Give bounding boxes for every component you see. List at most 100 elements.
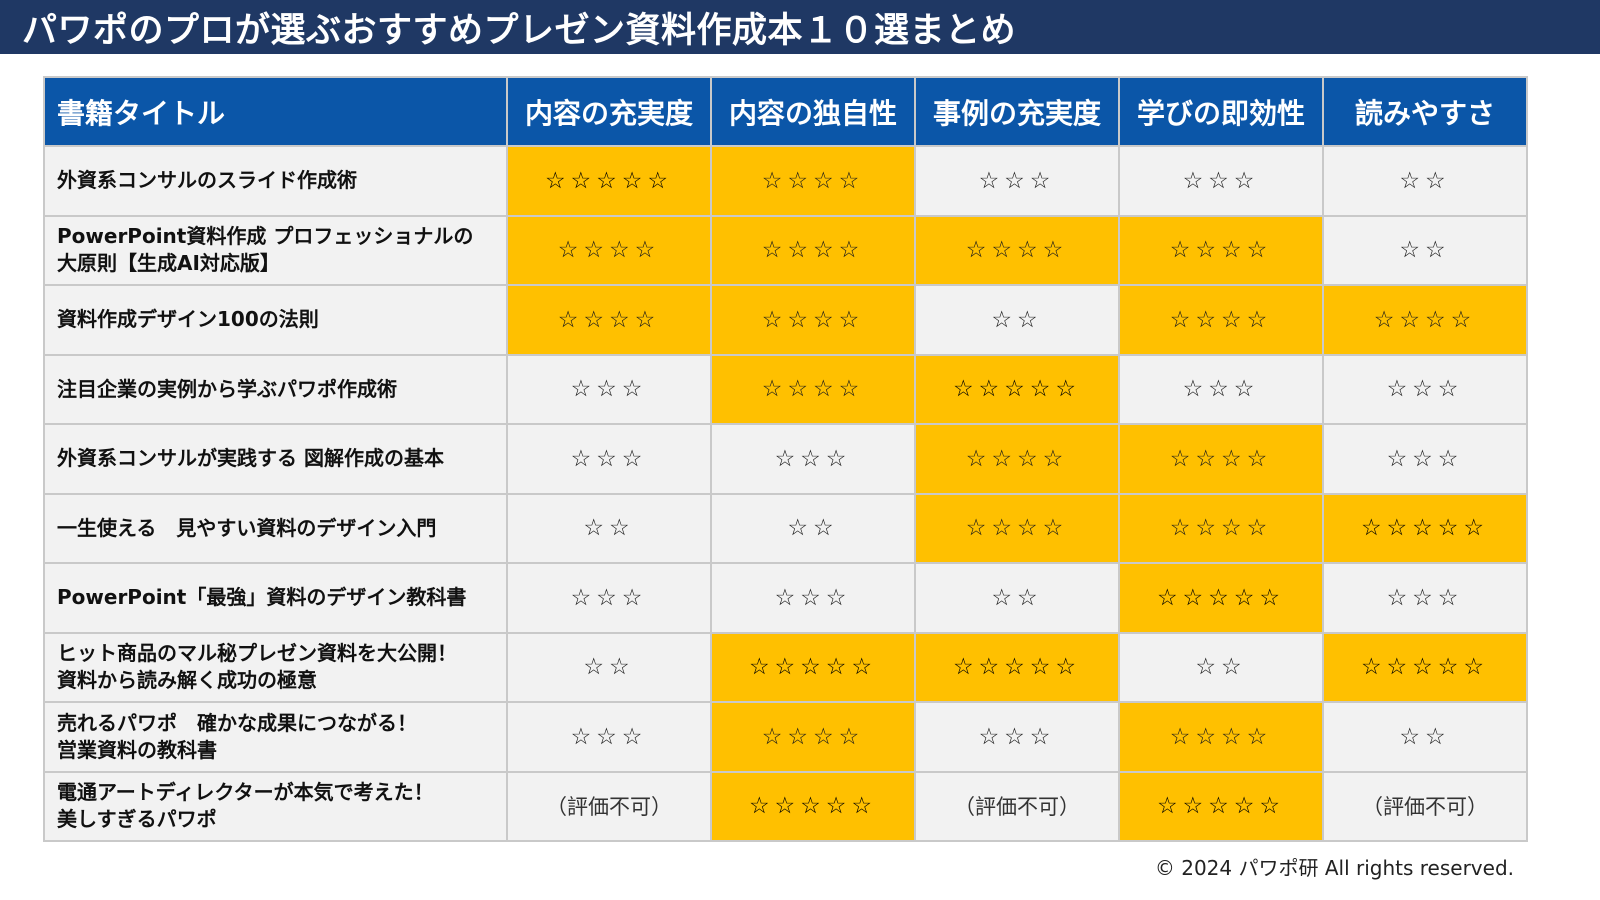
book-title-cell: PowerPoint資料作成 プロフェッショナルの 大原則【生成AI対応版】 [43, 214, 508, 286]
book-title-line: PowerPoint資料作成 プロフェッショナルの [57, 224, 474, 249]
rating-cell-content-richness: ☆☆ [506, 631, 712, 703]
not-rated-label: （評価不可） [546, 795, 672, 820]
star-rating-icon: ☆☆ [991, 306, 1043, 333]
rating-cell-readability: ☆☆ [1322, 701, 1528, 773]
star-rating-icon: ☆☆ [583, 515, 635, 542]
star-rating-icon: ☆☆☆☆☆ [952, 376, 1082, 403]
page-title: パワポのプロが選ぶおすすめプレゼン資料作成本１０選まとめ [22, 10, 1017, 51]
book-title-cell: 外資系コンサルのスライド作成術 [43, 145, 508, 217]
table-row: 外資系コンサルが実践する 図解作成の基本 ☆☆☆ ☆☆☆ ☆☆☆☆ ☆☆☆☆ ☆☆☆ [43, 423, 1528, 495]
star-rating-icon: ☆☆☆☆ [965, 445, 1069, 472]
rating-cell-readability: ☆☆☆☆☆ [1322, 492, 1528, 564]
rating-cell-originality: ☆☆☆ [710, 423, 916, 495]
rating-cell-case-examples: ☆☆☆☆ [914, 492, 1120, 564]
star-rating-icon: ☆☆ [583, 654, 635, 681]
rating-cell-content-richness: （評価不可） [506, 770, 712, 842]
star-rating-icon: ☆☆☆☆☆ [952, 654, 1082, 681]
header-row: 書籍タイトル 内容の充実度 内容の独自性 事例の充実度 学びの即効性 読みやすさ [43, 76, 1528, 147]
book-title-cell: 電通アートディレクターが本気で考えた！ 美しすぎるパワポ [43, 770, 508, 842]
rating-cell-case-examples: ☆☆☆ [914, 701, 1120, 773]
star-rating-icon: ☆☆ [1195, 654, 1247, 681]
star-rating-icon: ☆☆☆☆☆ [1360, 515, 1490, 542]
rating-cell-case-examples: ☆☆☆☆☆ [914, 353, 1120, 425]
rating-cell-readability: ☆☆☆☆ [1322, 284, 1528, 356]
rating-cell-content-richness: ☆☆ [506, 492, 712, 564]
star-rating-icon: ☆☆☆ [570, 445, 648, 472]
star-rating-icon: ☆☆☆ [1386, 584, 1464, 611]
star-rating-icon: ☆☆☆☆☆ [1360, 654, 1490, 681]
star-rating-icon: ☆☆☆ [1182, 167, 1260, 194]
book-title-line: 資料作成デザイン100の法則 [57, 307, 319, 332]
star-rating-icon: ☆☆☆ [978, 723, 1056, 750]
star-rating-icon: ☆☆☆☆ [1169, 515, 1273, 542]
star-rating-icon: ☆☆☆☆ [965, 515, 1069, 542]
star-rating-icon: ☆☆☆☆ [1169, 723, 1273, 750]
rating-cell-immediacy: ☆☆☆ [1118, 145, 1324, 217]
rating-cell-readability: ☆☆ [1322, 214, 1528, 286]
star-rating-icon: ☆☆☆ [978, 167, 1056, 194]
rating-cell-case-examples: ☆☆☆☆☆ [914, 631, 1120, 703]
rating-cell-readability: ☆☆☆ [1322, 353, 1528, 425]
rating-cell-case-examples: ☆☆☆☆ [914, 423, 1120, 495]
rating-cell-case-examples: ☆☆☆☆ [914, 214, 1120, 286]
star-rating-icon: ☆☆☆☆ [557, 237, 661, 264]
column-header-content-richness: 内容の充実度 [506, 76, 712, 147]
star-rating-icon: ☆☆☆ [1182, 376, 1260, 403]
rating-cell-readability: ☆☆☆ [1322, 423, 1528, 495]
book-title-line: 一生使える 見やすい資料のデザイン入門 [57, 515, 437, 540]
star-rating-icon: ☆☆☆ [570, 376, 648, 403]
rating-cell-content-richness: ☆☆☆☆☆ [506, 145, 712, 217]
star-rating-icon: ☆☆☆ [774, 584, 852, 611]
rating-cell-immediacy: ☆☆☆☆ [1118, 284, 1324, 356]
star-rating-icon: ☆☆ [991, 584, 1043, 611]
book-title-line: PowerPoint「最強」資料のデザイン教科書 [57, 585, 467, 610]
rating-cell-originality: ☆☆☆☆ [710, 214, 916, 286]
star-rating-icon: ☆☆☆☆ [761, 723, 865, 750]
star-rating-icon: ☆☆☆☆☆ [748, 793, 878, 820]
rating-cell-content-richness: ☆☆☆☆ [506, 214, 712, 286]
table-row: 売れるパワポ 確かな成果につながる！ 営業資料の教科書 ☆☆☆ ☆☆☆☆ ☆☆☆ ☆☆☆☆… [43, 701, 1528, 773]
column-header-book-title: 書籍タイトル [43, 76, 508, 147]
column-header-case-examples: 事例の充実度 [914, 76, 1120, 147]
rating-cell-originality: ☆☆☆☆ [710, 145, 916, 217]
star-rating-icon: ☆☆☆ [570, 723, 648, 750]
rating-cell-originality: ☆☆☆ [710, 562, 916, 634]
rating-cell-immediacy: ☆☆☆☆ [1118, 423, 1324, 495]
not-rated-label: （評価不可） [1362, 795, 1488, 820]
rating-cell-readability: ☆☆☆ [1322, 562, 1528, 634]
table-row: 外資系コンサルのスライド作成術 ☆☆☆☆☆ ☆☆☆☆ ☆☆☆ ☆☆☆ ☆☆ [43, 145, 1528, 217]
star-rating-icon: ☆☆☆☆ [557, 306, 661, 333]
star-rating-icon: ☆☆ [1399, 723, 1451, 750]
book-title-line: 外資系コンサルのスライド作成術 [57, 168, 357, 193]
star-rating-icon: ☆☆☆☆☆ [1156, 793, 1286, 820]
column-header-originality: 内容の独自性 [710, 76, 916, 147]
star-rating-icon: ☆☆☆☆☆ [748, 654, 878, 681]
rating-cell-case-examples: ☆☆☆ [914, 145, 1120, 217]
rating-cell-readability: （評価不可） [1322, 770, 1528, 842]
book-title-cell: 一生使える 見やすい資料のデザイン入門 [43, 492, 508, 564]
book-title-cell: 資料作成デザイン100の法則 [43, 284, 508, 356]
book-title-cell: PowerPoint「最強」資料のデザイン教科書 [43, 562, 508, 634]
rating-cell-readability: ☆☆☆☆☆ [1322, 631, 1528, 703]
title-bar: パワポのプロが選ぶおすすめプレゼン資料作成本１０選まとめ [0, 0, 1600, 54]
rating-cell-immediacy: ☆☆☆☆☆ [1118, 770, 1324, 842]
star-rating-icon: ☆☆☆☆ [1373, 306, 1477, 333]
star-rating-icon: ☆☆ [787, 515, 839, 542]
rating-cell-originality: ☆☆☆☆☆ [710, 770, 916, 842]
star-rating-icon: ☆☆☆☆ [761, 237, 865, 264]
table-row: 一生使える 見やすい資料のデザイン入門 ☆☆ ☆☆ ☆☆☆☆ ☆☆☆☆ ☆☆☆☆☆ [43, 492, 1528, 564]
rating-cell-immediacy: ☆☆ [1118, 631, 1324, 703]
table-row: 注目企業の実例から学ぶパワポ作成術 ☆☆☆ ☆☆☆☆ ☆☆☆☆☆ ☆☆☆ ☆☆☆ [43, 353, 1528, 425]
rating-cell-immediacy: ☆☆☆☆ [1118, 492, 1324, 564]
book-title-line: 営業資料の教科書 [57, 737, 217, 762]
book-title-cell: 外資系コンサルが実践する 図解作成の基本 [43, 423, 508, 495]
star-rating-icon: ☆☆☆☆ [761, 167, 865, 194]
book-comparison-table: 書籍タイトル 内容の充実度 内容の独自性 事例の充実度 学びの即効性 読みやすさ… [43, 76, 1528, 842]
rating-cell-content-richness: ☆☆☆☆ [506, 284, 712, 356]
table-body: 外資系コンサルのスライド作成術 ☆☆☆☆☆ ☆☆☆☆ ☆☆☆ ☆☆☆ ☆☆ PowerPoi… [43, 145, 1528, 842]
star-rating-icon: ☆☆☆☆ [1169, 306, 1273, 333]
rating-cell-originality: ☆☆☆☆☆ [710, 631, 916, 703]
book-title-line: 美しすぎるパワポ [57, 807, 217, 832]
rating-cell-immediacy: ☆☆☆☆ [1118, 214, 1324, 286]
star-rating-icon: ☆☆☆ [774, 445, 852, 472]
